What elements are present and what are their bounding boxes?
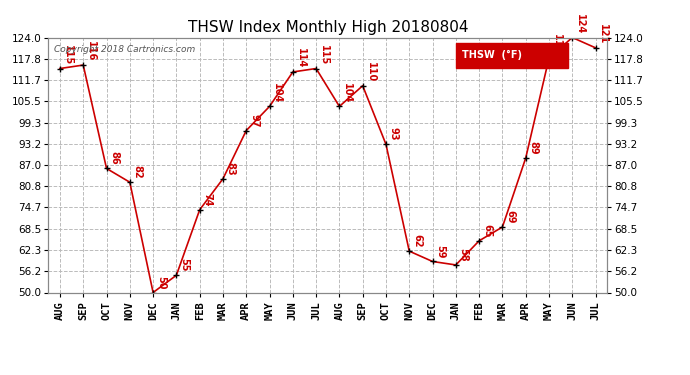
- Bar: [456, 43, 568, 68]
- Text: 124: 124: [575, 14, 585, 34]
- Text: 115: 115: [319, 45, 329, 65]
- Text: 97: 97: [249, 114, 259, 127]
- Text: THSW  (°F): THSW (°F): [462, 50, 522, 60]
- Text: 86: 86: [109, 152, 119, 165]
- Text: 104: 104: [342, 83, 352, 103]
- Text: 83: 83: [226, 162, 236, 176]
- Text: 55: 55: [179, 258, 189, 272]
- Text: 89: 89: [529, 141, 538, 154]
- Text: 116: 116: [86, 41, 96, 62]
- Text: 50: 50: [156, 276, 166, 289]
- Text: 59: 59: [435, 244, 445, 258]
- Text: 110: 110: [366, 62, 375, 82]
- Text: Copyright 2018 Cartronics.com: Copyright 2018 Cartronics.com: [54, 45, 195, 54]
- Text: 114: 114: [295, 48, 306, 69]
- Title: THSW Index Monthly High 20180804: THSW Index Monthly High 20180804: [188, 20, 468, 35]
- Text: 93: 93: [388, 128, 399, 141]
- Text: 74: 74: [202, 193, 213, 206]
- Text: 65: 65: [482, 224, 492, 237]
- Text: 62: 62: [412, 234, 422, 248]
- Text: 104: 104: [273, 83, 282, 103]
- Text: 121: 121: [598, 24, 609, 44]
- Text: 115: 115: [63, 45, 72, 65]
- Text: 82: 82: [132, 165, 143, 179]
- Text: 58: 58: [459, 248, 469, 261]
- Text: 69: 69: [505, 210, 515, 224]
- Text: 118: 118: [552, 34, 562, 55]
